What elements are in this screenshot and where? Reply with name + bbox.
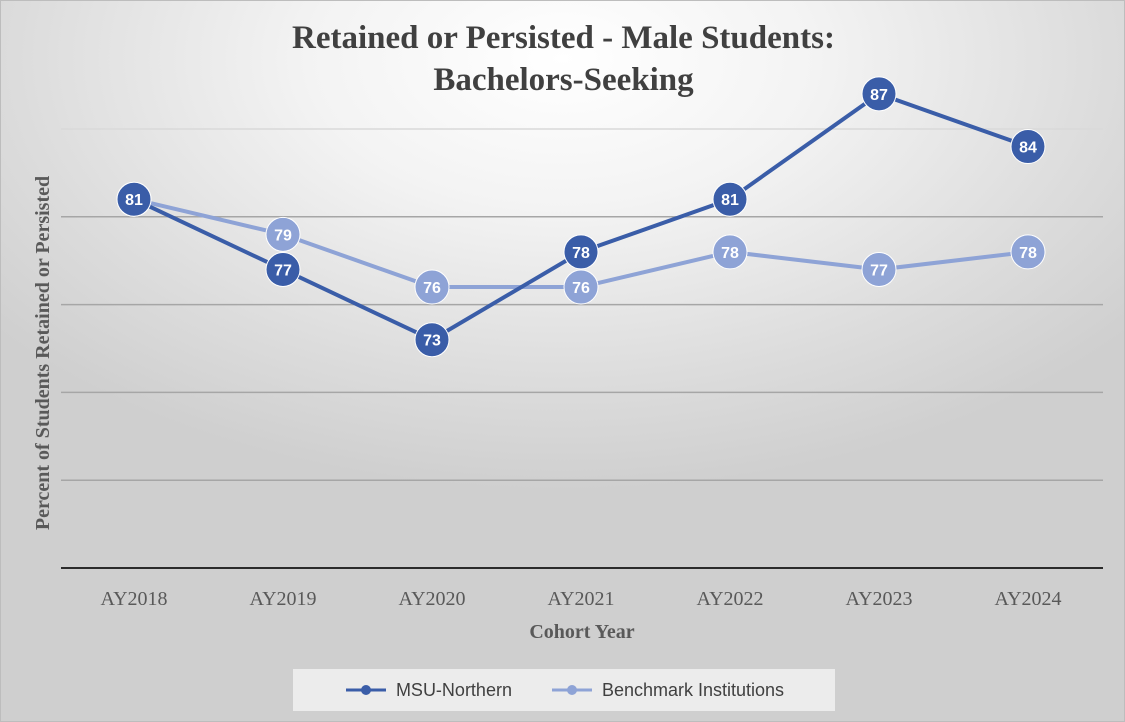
- x-tick-label: AY2021: [547, 588, 614, 610]
- data-label-msu-northern: 81: [125, 192, 143, 209]
- data-point-msu-northern: [1010, 129, 1046, 165]
- data-label-benchmark-institutions: 79: [274, 227, 292, 244]
- data-label-msu-northern: 78: [572, 245, 590, 262]
- data-label-msu-northern: 87: [870, 87, 888, 104]
- data-point-msu-northern: [265, 251, 301, 287]
- y-axis-title: Percent of Students Retained or Persiste…: [32, 176, 54, 530]
- chart-legend: MSU-Northern Benchmark Institutions: [293, 669, 835, 711]
- x-tick-label: AY2020: [398, 588, 465, 610]
- legend-swatch-msu-northern: [345, 685, 386, 695]
- x-tick-label: AY2018: [100, 588, 167, 610]
- x-tick-label: AY2019: [249, 588, 316, 610]
- data-point-msu-northern: [414, 322, 450, 358]
- data-point-msu-northern: [116, 181, 152, 217]
- chart-title-line-2: Bachelors-Seeking: [433, 62, 694, 98]
- legend-label-msu-northern: MSU-Northern: [395, 679, 512, 700]
- x-tick-label: AY2022: [696, 588, 763, 610]
- legend-item-msu-northern: MSU-Northern: [344, 680, 512, 701]
- legend-item-benchmark-institutions: Benchmark Institutions: [550, 680, 784, 701]
- legend-label-benchmark-institutions: Benchmark Institutions: [601, 679, 785, 700]
- data-label-benchmark-institutions: 76: [572, 280, 590, 297]
- data-label-msu-northern: 81: [721, 192, 739, 209]
- data-point-benchmark-institutions: [414, 269, 450, 305]
- data-point-benchmark-institutions: [265, 216, 301, 252]
- data-point-msu-northern: [563, 234, 599, 270]
- x-axis-title: Cohort Year: [529, 621, 634, 643]
- x-tick-label: AY2023: [845, 588, 912, 610]
- data-point-msu-northern: [861, 76, 897, 112]
- legend-swatch-benchmark-institutions: [551, 685, 592, 695]
- x-tick-label: AY2024: [994, 588, 1061, 610]
- data-label-benchmark-institutions: 77: [870, 262, 888, 279]
- data-label-msu-northern: 73: [423, 333, 441, 350]
- data-point-benchmark-institutions: [712, 234, 748, 270]
- data-label-msu-northern: 77: [274, 262, 292, 279]
- data-label-benchmark-institutions: 76: [423, 280, 441, 297]
- data-point-benchmark-institutions: [861, 251, 897, 287]
- data-label-benchmark-institutions: 78: [721, 245, 739, 262]
- data-label-msu-northern: 84: [1019, 140, 1037, 157]
- chart-title-line-1: Retained or Persisted - Male Students:: [292, 20, 835, 56]
- data-point-benchmark-institutions: [1010, 234, 1046, 270]
- data-point-benchmark-institutions: [563, 269, 599, 305]
- chart-title: Retained or Persisted - Male Students: B…: [1, 17, 1124, 101]
- data-point-msu-northern: [712, 181, 748, 217]
- data-label-benchmark-institutions: 78: [1019, 245, 1037, 262]
